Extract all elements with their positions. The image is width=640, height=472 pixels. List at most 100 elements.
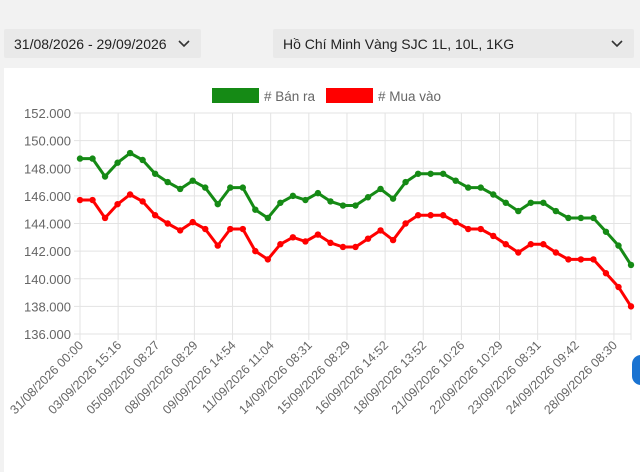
date-range-value: 31/08/2026 - 29/09/2026 [14,35,167,52]
sell-price-point [427,170,434,177]
buy-price-point [151,212,159,219]
buy-price-point [377,227,384,234]
sell-price-point [151,170,159,177]
buy-price-point [114,200,121,208]
scroll-indicator[interactable] [632,355,640,385]
chevron-down-icon [177,37,191,51]
buy-price-point [139,198,146,205]
buy-price-line [80,193,633,308]
buy-price-point [227,225,234,233]
sell-price-point [189,177,196,184]
buy-price-point [452,218,459,226]
sell-price-point [202,184,209,191]
legend-label-buy: # Mua vào [378,89,441,104]
sell-price-point [452,177,459,184]
sell-price-point [352,202,359,209]
y-tick-label: 140.000 [24,272,71,287]
sell-price-point [377,185,384,193]
buy-price-point [189,218,196,226]
buy-price-point [76,196,84,204]
sell-price-point [627,261,635,269]
buy-price-point [602,270,610,277]
buy-price-point [264,256,272,263]
sell-price-point [164,178,171,186]
y-tick-label: 142.000 [24,244,71,259]
sell-price-point [364,194,372,201]
buy-price-point [101,214,109,222]
sell-price-point [502,199,509,206]
sell-price-point [314,189,322,197]
sell-price-point [302,196,309,204]
y-tick-label: 146.000 [24,189,71,204]
sell-price-point [339,202,347,209]
sell-price-point [439,170,447,177]
sell-price-point [515,207,522,215]
buy-price-point [239,225,246,233]
buy-price-point [202,225,209,233]
sell-price-point [465,184,472,191]
y-tick-label: 144.000 [24,217,71,232]
buy-price-point [590,256,597,263]
sell-price-point [264,214,272,222]
buy-price-point [477,225,484,233]
buy-price-point [577,256,585,263]
sell-price-point [277,199,284,206]
sell-price-point [577,214,585,222]
buy-price-point [176,227,184,234]
legend-label-sell: # Bán ra [264,89,316,104]
buy-price-point [252,247,259,255]
location-value: Hồ Chí Minh Vàng SJC 1L, 10L, 1KG [283,35,515,52]
chevron-down-icon [610,37,624,51]
buy-price-point [502,241,509,248]
sell-price-point [602,228,610,235]
buy-price-point [490,232,497,240]
date-range-select[interactable]: 31/08/2026 - 29/09/2026 [4,29,201,58]
buy-price-point [214,242,221,249]
buy-price-point [89,196,96,204]
buy-price-point [327,239,334,247]
y-tick-label: 136.000 [24,327,71,342]
legend-swatch-sell [212,88,259,103]
price-chart-card: 136.000 138.000 140.000 142.000 144.000 146.0… [4,68,640,472]
price-line-chart: 136.000 138.000 140.000 142.000 144.000 146.0… [7,88,635,417]
sell-price-point [239,184,246,191]
sell-price-point [540,199,547,206]
sell-price-point [89,155,96,162]
buy-price-point [402,220,409,227]
buy-price-point [414,212,422,219]
buy-price-point [289,234,297,241]
location-select[interactable]: Hồ Chí Minh Vàng SJC 1L, 10L, 1KG [273,29,634,58]
sell-price-point [76,155,84,162]
buy-price-point [126,191,134,198]
sell-price-point [565,214,572,222]
buy-price-point [627,303,635,310]
buy-price-point [352,243,359,251]
buy-price-point [439,212,447,219]
sell-price-point [402,178,409,186]
sell-price-point [327,198,334,205]
buy-price-point [364,235,372,242]
buy-price-point [465,225,472,233]
legend-swatch-buy [326,88,373,103]
buy-price-point [314,231,322,238]
sell-price-point [101,173,109,180]
buy-price-point [615,283,622,291]
buy-price-point [565,256,572,263]
sell-price-point [615,242,622,249]
y-tick-label: 138.000 [24,299,71,314]
sell-price-point [252,206,259,213]
buy-price-point [277,241,284,248]
y-tick-label: 150.000 [24,134,71,149]
sell-price-point [552,207,560,215]
x-tick-label: 28/09/2026 08:30 [541,338,620,417]
sell-price-point [527,199,535,206]
y-tick-label: 152.000 [24,106,71,121]
sell-price-point [114,159,121,166]
sell-price-point [590,214,597,222]
sell-price-point [414,170,422,177]
buy-price-point [515,249,522,256]
sell-price-point [214,200,221,208]
buy-price-point [389,236,397,244]
buy-price-point [302,238,309,245]
buy-price-point [527,241,535,248]
